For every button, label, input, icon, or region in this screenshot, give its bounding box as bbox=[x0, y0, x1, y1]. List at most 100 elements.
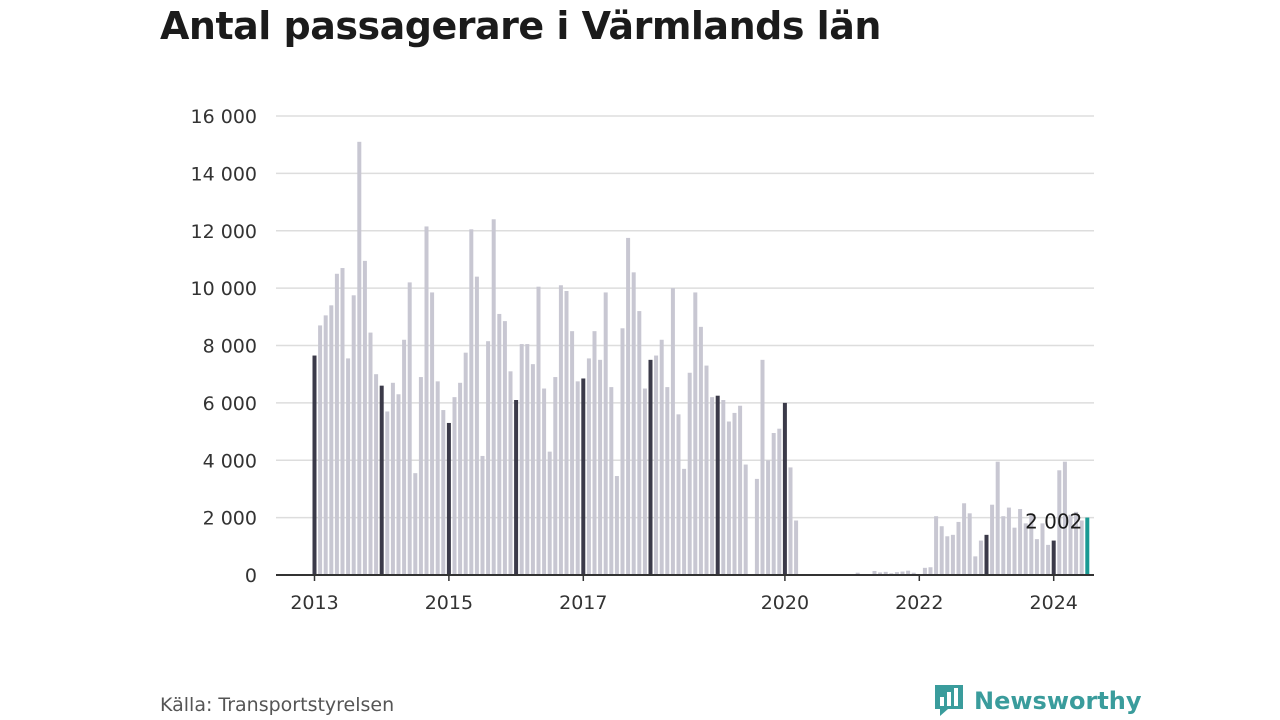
bar bbox=[973, 556, 978, 575]
bar bbox=[911, 572, 916, 575]
bar bbox=[760, 359, 765, 575]
bar bbox=[777, 428, 782, 575]
bar bbox=[1062, 461, 1067, 575]
newsworthy-logo[interactable]: Newsworthy bbox=[932, 683, 1142, 719]
x-tick-label: 2013 bbox=[290, 592, 338, 614]
y-tick-label: 8 000 bbox=[203, 336, 257, 358]
bar bbox=[978, 540, 983, 575]
bar bbox=[379, 385, 384, 575]
bar bbox=[542, 388, 547, 575]
bar bbox=[318, 325, 323, 575]
bar bbox=[547, 451, 552, 575]
bar bbox=[614, 476, 619, 575]
bar bbox=[1085, 517, 1090, 575]
bar bbox=[430, 292, 435, 575]
bar bbox=[396, 394, 401, 575]
bar bbox=[626, 237, 631, 575]
bars bbox=[312, 141, 1090, 576]
bar bbox=[351, 295, 356, 575]
bar bbox=[357, 141, 362, 575]
y-tick-label: 2 000 bbox=[203, 508, 257, 530]
bar bbox=[782, 402, 787, 575]
bar bbox=[525, 344, 530, 575]
bar bbox=[676, 414, 681, 575]
bar bbox=[670, 288, 675, 575]
bar bbox=[1051, 540, 1056, 575]
bar bbox=[1023, 523, 1028, 575]
bar bbox=[995, 461, 1000, 575]
bar bbox=[766, 460, 771, 575]
bar bbox=[872, 570, 877, 575]
bar bbox=[1046, 544, 1051, 575]
source-note: Källa: Transportstyrelsen bbox=[160, 694, 395, 716]
bar bbox=[1029, 514, 1034, 575]
bar bbox=[435, 381, 440, 575]
y-tick-label: 0 bbox=[245, 565, 257, 587]
bar bbox=[502, 321, 507, 575]
bar bbox=[631, 272, 636, 575]
bar bbox=[648, 359, 653, 575]
bar bbox=[452, 397, 457, 575]
x-tick-label: 2020 bbox=[761, 592, 809, 614]
bar bbox=[984, 534, 989, 575]
bar bbox=[1034, 539, 1039, 575]
bar bbox=[446, 422, 451, 575]
bar bbox=[1006, 507, 1011, 575]
bar bbox=[424, 226, 429, 575]
bar bbox=[374, 374, 379, 575]
bar bbox=[497, 313, 502, 575]
x-axis bbox=[276, 574, 1094, 581]
bar bbox=[514, 400, 519, 575]
bar bbox=[693, 292, 698, 575]
bar bbox=[883, 571, 888, 575]
x-tick-label: 2024 bbox=[1030, 592, 1078, 614]
bar bbox=[665, 387, 670, 575]
bar bbox=[710, 397, 715, 575]
bar bbox=[1040, 523, 1045, 575]
bar bbox=[558, 285, 563, 575]
bar bbox=[620, 328, 625, 575]
gridlines bbox=[276, 115, 1094, 519]
bar bbox=[581, 378, 586, 575]
bar bbox=[340, 268, 345, 575]
bar bbox=[794, 520, 799, 575]
y-tick-label: 4 000 bbox=[203, 450, 257, 472]
bar bbox=[603, 292, 608, 575]
bar bbox=[346, 358, 351, 575]
bar bbox=[536, 286, 541, 575]
y-tick-label: 6 000 bbox=[203, 393, 257, 415]
bar bbox=[698, 326, 703, 575]
bar bbox=[659, 339, 664, 575]
bar bbox=[771, 432, 776, 575]
y-tick-label: 14 000 bbox=[191, 163, 257, 185]
bar bbox=[441, 410, 446, 575]
bar bbox=[721, 400, 726, 575]
bar bbox=[480, 455, 485, 575]
bar bbox=[637, 311, 642, 575]
bar bbox=[956, 521, 961, 575]
bar bbox=[368, 332, 373, 575]
bar bbox=[508, 371, 513, 575]
bar bbox=[642, 388, 647, 575]
bar bbox=[855, 572, 860, 575]
bar bbox=[945, 536, 950, 575]
bar-chart: 0 2 000 4 000 6 000 8 000 10 000 12 000 14 000 1… bbox=[191, 106, 1094, 614]
bar bbox=[1068, 514, 1073, 575]
chat-chart-icon bbox=[935, 685, 963, 716]
y-tick-label: 10 000 bbox=[191, 278, 257, 300]
bar bbox=[491, 219, 496, 575]
bar bbox=[334, 273, 339, 575]
bar bbox=[407, 282, 412, 575]
bar bbox=[530, 364, 535, 575]
bar bbox=[754, 478, 759, 575]
bar bbox=[486, 341, 491, 575]
bar bbox=[586, 358, 591, 575]
bar bbox=[469, 229, 474, 576]
x-tick-label: 2015 bbox=[425, 592, 473, 614]
bar bbox=[900, 571, 905, 575]
bar bbox=[962, 503, 967, 575]
bar bbox=[1074, 511, 1079, 575]
bar bbox=[458, 382, 463, 575]
y-tick-label: 12 000 bbox=[191, 221, 257, 243]
bar bbox=[922, 567, 927, 575]
